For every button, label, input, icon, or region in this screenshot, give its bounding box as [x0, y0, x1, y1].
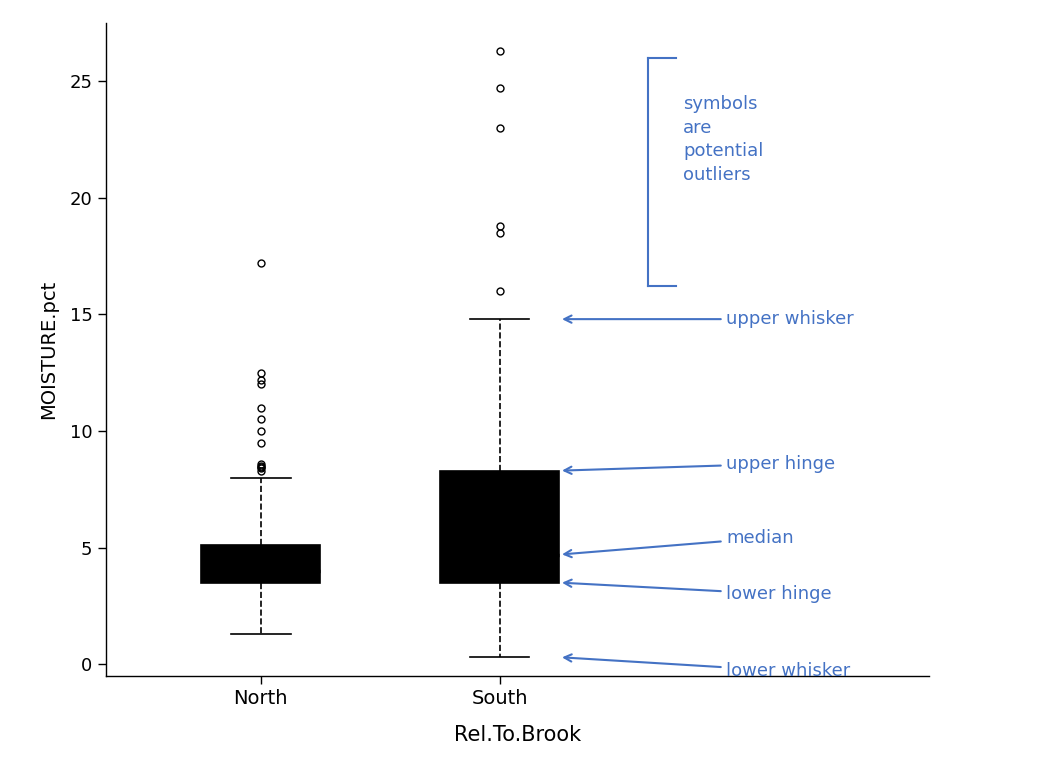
- Text: lower whisker: lower whisker: [564, 654, 850, 680]
- Text: symbols
are
potential
outliers: symbols are potential outliers: [683, 95, 763, 184]
- Y-axis label: MOISTURE.pct: MOISTURE.pct: [39, 280, 58, 419]
- PathPatch shape: [201, 545, 320, 583]
- Text: lower hinge: lower hinge: [564, 580, 832, 603]
- X-axis label: Rel.To.Brook: Rel.To.Brook: [454, 725, 581, 745]
- PathPatch shape: [440, 471, 560, 583]
- Text: median: median: [564, 529, 794, 558]
- Text: upper whisker: upper whisker: [564, 310, 854, 328]
- Text: upper hinge: upper hinge: [564, 455, 835, 474]
